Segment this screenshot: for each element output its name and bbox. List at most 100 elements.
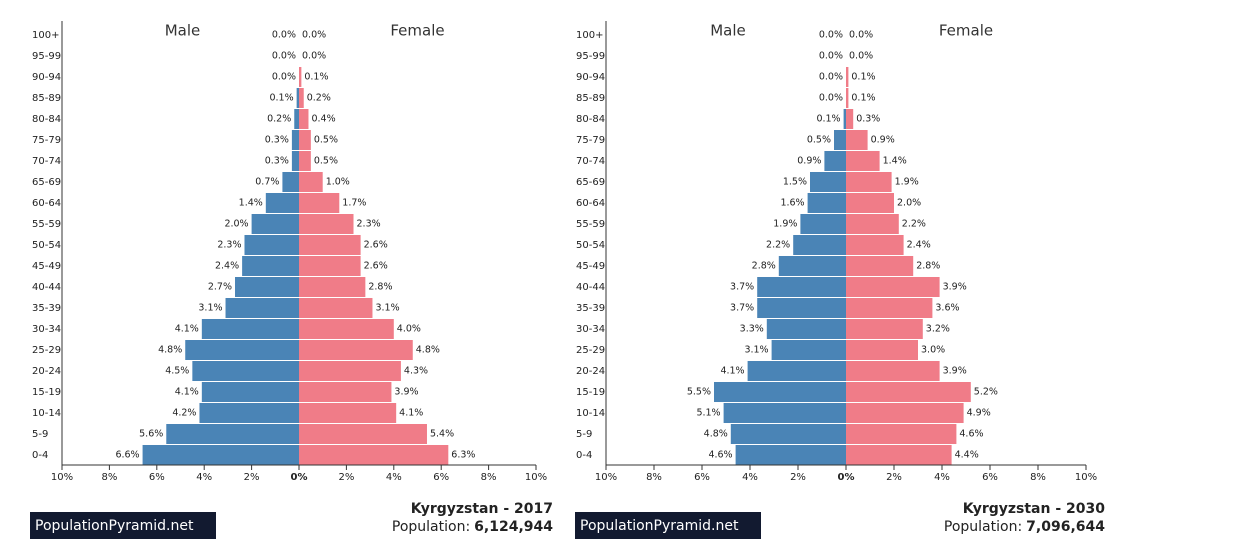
bar [723,403,846,423]
legend-label: Female [939,22,993,40]
bar [299,340,413,360]
value-label: 1.4% [883,156,907,167]
bar [299,130,311,150]
x-tick-label: 4% [742,472,758,483]
bar [299,214,354,234]
bar [201,382,299,402]
bar [142,445,299,465]
bar [846,382,971,402]
bar [299,319,394,339]
value-label: 3.1% [375,303,399,314]
bar [282,172,299,192]
x-tick-label: 8% [101,472,117,483]
brand-box [30,512,216,539]
category-label: 65-69 [32,177,61,188]
value-label: 2.2% [766,240,790,251]
bar [299,256,361,276]
category-label: 5-9 [32,429,48,440]
category-label: 5-9 [576,429,592,440]
x-tick-label: 10% [595,472,617,483]
category-label: 20-24 [32,366,61,377]
value-label: 0.1% [304,72,328,83]
value-label: 0.0% [272,30,296,41]
category-label: 45-49 [576,261,605,272]
value-label: 0.1% [851,93,875,104]
bar [846,214,899,234]
category-label: 55-59 [32,219,61,230]
bar [846,424,957,444]
bar [242,256,299,276]
brand: PopulationPyramid.net [580,518,739,534]
bar [296,88,299,108]
value-label: 4.0% [397,324,421,335]
x-tick-label: 4% [934,472,950,483]
bar [757,298,846,318]
value-label: 3.7% [730,303,754,314]
bar [291,151,299,171]
x-tick-label: 2% [886,472,902,483]
bar [201,319,299,339]
bar [735,445,846,465]
category-label: 40-44 [576,282,605,293]
value-label: 4.9% [967,408,991,419]
value-label: 0.5% [314,135,338,146]
bar [778,256,846,276]
bar [235,277,299,297]
value-label: 4.3% [404,366,428,377]
bar [807,193,846,213]
category-label: 70-74 [32,156,61,167]
value-label: 0.0% [272,51,296,62]
value-label: 5.2% [974,387,998,398]
x-tick-label: 2% [338,472,354,483]
brand-box [575,512,761,539]
value-label: 0.5% [807,135,831,146]
value-label: 2.6% [364,240,388,251]
value-label: 2.2% [902,219,926,230]
population-label: Population: [944,519,1022,535]
bar [299,193,340,213]
category-label: 50-54 [32,240,61,251]
value-label: 3.2% [926,324,950,335]
category-label: 85-89 [32,93,61,104]
value-label: 4.4% [955,450,979,461]
value-label: 0.3% [265,135,289,146]
value-label: 6.3% [451,450,475,461]
bar [846,88,849,108]
bar [846,172,892,192]
population-label: Population: [392,519,470,535]
population: Population: 6,124,944 [392,519,553,535]
category-label: 60-64 [32,198,61,209]
category-label: 100+ [32,30,59,41]
bar [225,298,299,318]
bar [846,130,868,150]
value-label: 0.0% [819,93,843,104]
bar [757,277,846,297]
value-label: 3.9% [943,282,967,293]
value-label: 0.0% [849,30,873,41]
value-label: 4.6% [708,450,732,461]
bar [800,214,846,234]
category-label: 80-84 [32,114,61,125]
x-tick-label: 8% [1030,472,1046,483]
value-label: 0.9% [871,135,895,146]
x-tick-label: 6% [694,472,710,483]
category-label: 80-84 [576,114,605,125]
category-label: 10-14 [32,408,61,419]
category-label: 90-94 [576,72,605,83]
category-label: 30-34 [576,324,605,335]
category-label: 50-54 [576,240,605,251]
value-label: 5.5% [687,387,711,398]
bar [299,88,304,108]
category-label: 30-34 [32,324,61,335]
value-label: 0.0% [819,72,843,83]
population-value: 6,124,944 [474,519,553,535]
category-label: 0-4 [576,450,592,461]
bar [185,340,299,360]
bar [843,109,846,129]
category-label: 90-94 [32,72,61,83]
value-label: 0.7% [255,177,279,188]
bar [299,109,309,129]
value-label: 3.3% [740,324,764,335]
category-label: 10-14 [576,408,605,419]
